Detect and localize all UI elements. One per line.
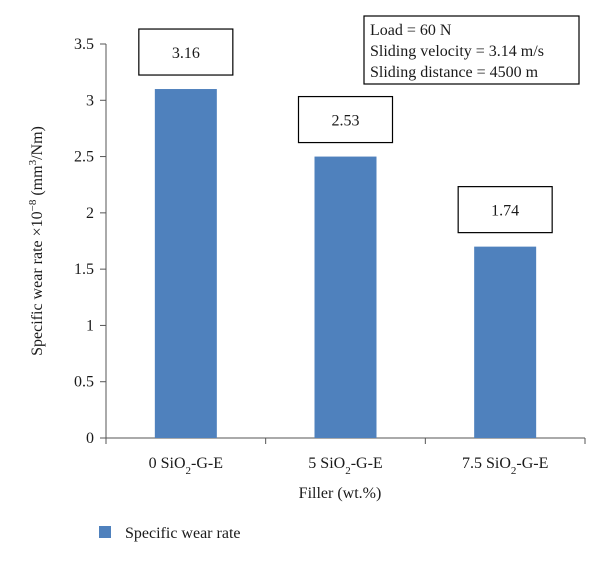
y-tick-label: 2 bbox=[86, 205, 94, 222]
legend: Specific wear rate bbox=[99, 525, 240, 542]
data-label: 3.16 bbox=[172, 45, 200, 62]
y-tick-label: 1.5 bbox=[74, 261, 94, 278]
y-tick-label: 3 bbox=[86, 92, 94, 109]
x-tick-group: 0 SiO2-G-E 5 SiO2-G-E 7.5 SiO2-G-E bbox=[105, 438, 586, 477]
y-tick-label: 1 bbox=[86, 317, 94, 334]
bar-1 bbox=[314, 156, 377, 439]
x-axis-title: Filler (wt.%) bbox=[299, 485, 382, 502]
data-label-box bbox=[457, 186, 553, 234]
x-category-label: 5 SiO2-G-E bbox=[308, 455, 382, 477]
legend-label: Specific wear rate bbox=[125, 525, 240, 542]
x-category-label: 0 SiO2-G-E bbox=[149, 455, 223, 477]
annotation-line-distance: Sliding distance = 4500 m bbox=[370, 64, 539, 81]
y-axis-title: Specific wear rate ×10−8 (mm3/Nm) bbox=[27, 126, 46, 356]
bar-2 bbox=[474, 246, 537, 438]
annotation-line-velocity: Sliding velocity = 3.14 m/s bbox=[370, 43, 544, 60]
data-label-group: 3.16 2.53 1.74 bbox=[138, 28, 553, 234]
x-category-label: 7.5 SiO2-G-E bbox=[462, 455, 548, 477]
y-tick-label: 2.5 bbox=[74, 149, 94, 166]
y-tick-group: 0 0.5 1 1.5 2 2.5 3 3.5 bbox=[74, 36, 106, 447]
conditions-annotation: Load = 60 N Sliding velocity = 3.14 m/s … bbox=[363, 15, 580, 85]
legend-swatch bbox=[99, 526, 111, 538]
data-label-box bbox=[138, 28, 234, 76]
y-tick-label: 0.5 bbox=[74, 374, 94, 391]
data-label: 2.53 bbox=[332, 113, 360, 130]
bar-group bbox=[154, 89, 537, 439]
y-tick-label: 3.5 bbox=[74, 36, 94, 53]
y-tick-label: 0 bbox=[86, 430, 94, 447]
data-label-box bbox=[297, 95, 394, 144]
bar-0 bbox=[154, 89, 217, 439]
data-label: 1.74 bbox=[491, 203, 519, 220]
annotation-box bbox=[363, 15, 580, 85]
annotation-line-load: Load = 60 N bbox=[370, 22, 452, 39]
